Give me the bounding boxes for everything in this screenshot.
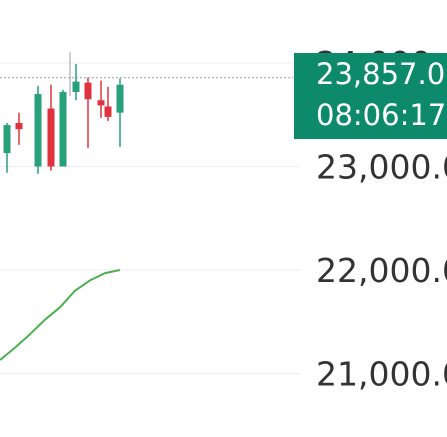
candle-body [116,84,124,113]
y-tick-label: 21,000.0 [316,355,447,394]
candle-body [3,125,11,154]
line-series-path [0,269,121,361]
candle[interactable] [47,84,55,171]
candle-body [84,82,92,100]
crosshair [0,52,293,96]
y-tick-label: 23,000.0 [316,148,447,187]
candle-body [47,108,55,167]
candle-body [59,91,67,167]
candle[interactable] [3,123,11,173]
candle[interactable] [34,85,42,174]
candle[interactable] [104,86,112,121]
candle[interactable] [72,64,80,101]
candle-body [34,94,42,167]
candle-body [104,106,112,117]
candle[interactable] [97,80,105,118]
candle-body [15,123,23,130]
candle[interactable] [116,78,124,147]
line-series [0,269,121,361]
candle[interactable] [59,89,67,167]
candle-body [72,81,80,92]
grid-lines [0,62,300,374]
candle-body [97,100,105,106]
price-tag-background [294,53,447,139]
y-tick-label: 22,000.0 [316,251,447,290]
candles[interactable] [3,64,124,174]
price-tag-countdown: 08:06:17 [316,98,446,132]
candle[interactable] [15,112,23,145]
current-price-tag: 23,857.0 08:06:17 [294,53,447,139]
candle[interactable] [84,77,92,148]
price-tag-value: 23,857.0 [316,57,445,91]
